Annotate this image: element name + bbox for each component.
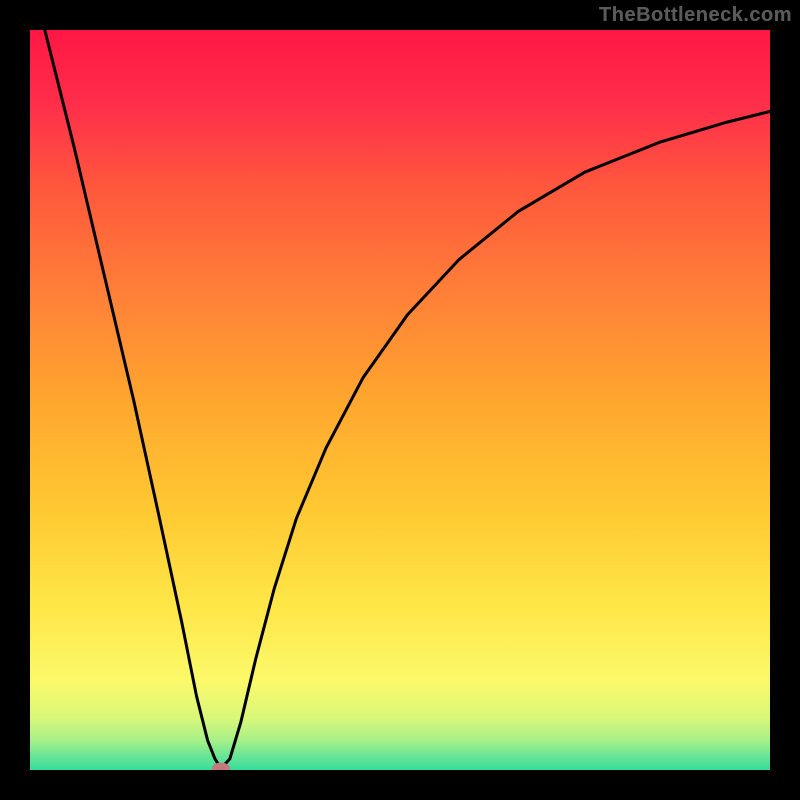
bottleneck-chart: [30, 30, 770, 770]
left-border: [0, 0, 30, 800]
bottom-border: [0, 770, 800, 800]
watermark-text-overlay: TheBottleneck.com: [599, 4, 792, 27]
chart-svg: [30, 30, 770, 770]
right-border: [770, 0, 800, 800]
